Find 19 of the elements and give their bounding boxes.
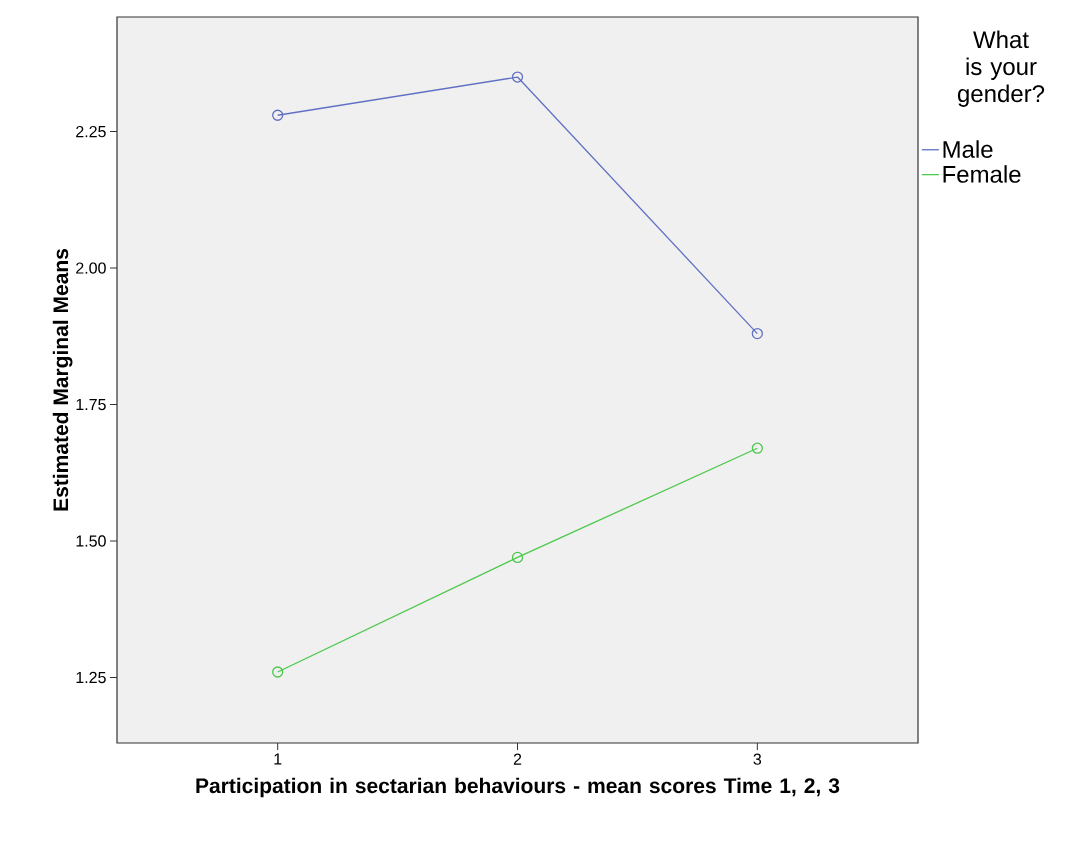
y-tick-label: 2.00 (76, 262, 106, 274)
point (511, 551, 524, 564)
y-tick-label: 1.50 (76, 535, 106, 547)
legend-title: What is your gender? (957, 30, 1045, 107)
y-tick-label: 1.75 (76, 398, 106, 411)
y-tick-label: 1.25 (76, 671, 106, 684)
point (511, 71, 524, 83)
point (272, 666, 284, 678)
x-tick-label: 2 (513, 753, 522, 765)
legend-label: Male (943, 140, 993, 158)
legend-label: Female (943, 165, 1021, 183)
y-tick-label: 2.25 (76, 125, 106, 138)
x-tick-label: 3 (753, 753, 762, 765)
point (751, 327, 763, 340)
point (751, 442, 763, 454)
y-axis-title: Estimated Marginal Means (52, 249, 73, 511)
x-axis-title: Participation in sectarian behaviours - mean scores Time 1, 2, 3 (196, 777, 840, 798)
x-tick-label: 1 (274, 753, 282, 765)
point (272, 109, 284, 121)
